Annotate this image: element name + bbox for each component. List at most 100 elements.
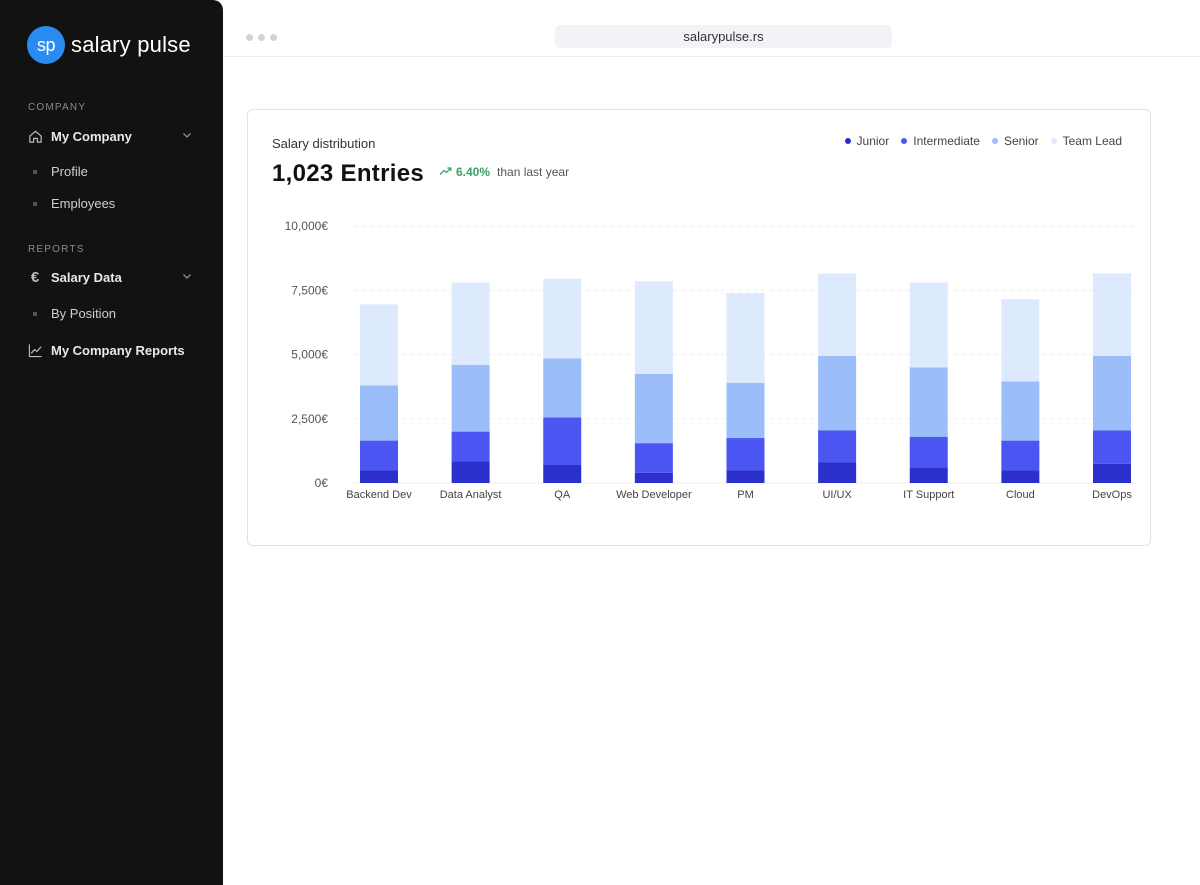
legend-label: Senior (1003, 134, 1039, 148)
bullet-icon (33, 201, 37, 206)
bar-segment-senior[interactable] (543, 358, 582, 418)
bar-segment-intermediate[interactable] (1093, 430, 1131, 464)
logo-text: salary pulse (71, 32, 191, 57)
x-tick-label: PM (737, 489, 754, 501)
bar-segment-intermediate[interactable] (543, 417, 582, 466)
card-title: Salary distribution (272, 136, 376, 151)
legend-dot-icon (844, 138, 851, 144)
bar-segment-intermediate[interactable] (360, 440, 398, 471)
x-tick-label: Web Developer (616, 489, 692, 501)
y-tick-label: 0€ (315, 476, 329, 490)
legend-item[interactable]: Team Lead (1050, 134, 1122, 148)
bar-segment-junior[interactable] (634, 472, 673, 483)
legend-item[interactable]: Junior (844, 134, 890, 148)
bar-segment-team-lead[interactable] (1001, 299, 1040, 382)
bar-segment-intermediate[interactable] (1001, 440, 1040, 471)
nav-employees[interactable]: Employees (33, 196, 115, 211)
bar-segment-senior[interactable] (451, 364, 490, 432)
chevron-down-icon[interactable] (181, 270, 193, 285)
legend-dot-icon (1050, 138, 1057, 144)
bar-segment-junior[interactable] (360, 470, 398, 483)
legend-label: Junior (856, 134, 890, 148)
y-tick-label: 10,000€ (285, 219, 329, 233)
bar-segment-senior[interactable] (634, 373, 673, 444)
bar-segment-team-lead[interactable] (726, 292, 765, 383)
nav-profile-label: Profile (51, 164, 88, 179)
bar-segment-senior[interactable] (909, 367, 948, 437)
nav-profile[interactable]: Profile (33, 164, 88, 179)
x-tick-label: UI/UX (822, 489, 852, 501)
nav-salary-data[interactable]: € Salary Data (27, 266, 197, 288)
bar-segment-intermediate[interactable] (726, 438, 765, 471)
trend-indicator: 6.40% than last year (439, 165, 569, 179)
nav-salary-data-label: Salary Data (51, 269, 122, 285)
sidebar: sp salary pulse COMPANY My Company Profi… (0, 0, 223, 885)
line-chart-icon (27, 342, 43, 358)
window-dot-icon (258, 34, 265, 41)
bar-segment-senior[interactable] (726, 382, 765, 439)
section-label-company: COMPANY (28, 102, 87, 113)
entries-count: 1,023 Entries (272, 160, 424, 187)
nav-employees-label: Employees (51, 196, 116, 211)
bar-segment-intermediate[interactable] (634, 443, 673, 473)
salary-distribution-card: Salary distribution 1,023 Entries 6.40% … (247, 109, 1151, 546)
bar-segment-junior[interactable] (1001, 470, 1040, 483)
trend-text: than last year (497, 165, 570, 179)
bar-segment-intermediate[interactable] (451, 431, 490, 462)
trend-value: 6.40% (456, 165, 491, 179)
x-tick-label: QA (554, 489, 571, 501)
y-tick-label: 2,500€ (291, 412, 328, 426)
y-tick-label: 7,500€ (291, 283, 328, 297)
bar-segment-senior[interactable] (818, 355, 857, 431)
x-tick-label: Backend Dev (346, 489, 412, 501)
x-tick-label: Cloud (1006, 489, 1035, 501)
bar-segment-junior[interactable] (1093, 463, 1131, 483)
legend-item[interactable]: Intermediate (901, 134, 980, 148)
nav-my-company[interactable]: My Company (27, 125, 197, 147)
nav-my-company-label: My Company (51, 128, 132, 144)
bar-segment-junior[interactable] (909, 467, 948, 483)
nav-by-position[interactable]: By Position (33, 306, 116, 321)
bullet-icon (33, 169, 37, 174)
nav-company-reports-label: My Company Reports (51, 342, 185, 358)
nav-by-position-label: By Position (51, 306, 117, 321)
x-tick-label: DevOps (1092, 489, 1132, 501)
bar-segment-junior[interactable] (451, 461, 490, 483)
trend-up-icon (439, 165, 452, 179)
bar-segment-intermediate[interactable] (818, 430, 857, 463)
bar-segment-team-lead[interactable] (543, 278, 582, 359)
bar-segment-team-lead[interactable] (1093, 273, 1131, 356)
euro-icon: € (30, 268, 40, 286)
y-tick-label: 5,000€ (291, 348, 328, 362)
x-tick-label: IT Support (903, 489, 954, 501)
bar-segment-team-lead[interactable] (451, 282, 490, 365)
bar-segment-team-lead[interactable] (360, 304, 398, 386)
bar-segment-junior[interactable] (818, 462, 857, 483)
chevron-down-icon[interactable] (181, 129, 193, 144)
bar-segment-team-lead[interactable] (909, 282, 948, 368)
legend-dot-icon (901, 138, 908, 144)
window-dot-icon (270, 34, 277, 41)
x-tick-label: Data Analyst (440, 489, 502, 501)
section-label-reports: REPORTS (28, 244, 85, 255)
logo[interactable]: sp salary pulse (27, 26, 191, 64)
legend-item[interactable]: Senior (991, 134, 1039, 148)
legend-label: Intermediate (913, 134, 980, 148)
bar-segment-senior[interactable] (1093, 355, 1131, 431)
bar-segment-senior[interactable] (1001, 381, 1040, 441)
bar-segment-junior[interactable] (726, 470, 765, 483)
legend-label: Team Lead (1062, 134, 1122, 148)
bar-segment-junior[interactable] (543, 465, 582, 483)
legend-dot-icon (991, 138, 998, 144)
url-bar[interactable]: salarypulse.rs (555, 25, 892, 48)
home-icon (27, 128, 43, 144)
bar-chart: 10,000€ 7,500€ 5,000€ 2,500€ 0€ Backend Dev Da… (285, 219, 1138, 501)
bar-segment-team-lead[interactable] (634, 281, 673, 374)
browser-topbar: salarypulse.rs (223, 0, 1200, 57)
window-controls (246, 34, 277, 41)
bar-segment-intermediate[interactable] (909, 436, 948, 468)
window-dot-icon (246, 34, 253, 41)
bar-segment-team-lead[interactable] (818, 273, 857, 356)
nav-company-reports[interactable]: My Company Reports (27, 339, 197, 361)
bar-segment-senior[interactable] (360, 385, 398, 441)
